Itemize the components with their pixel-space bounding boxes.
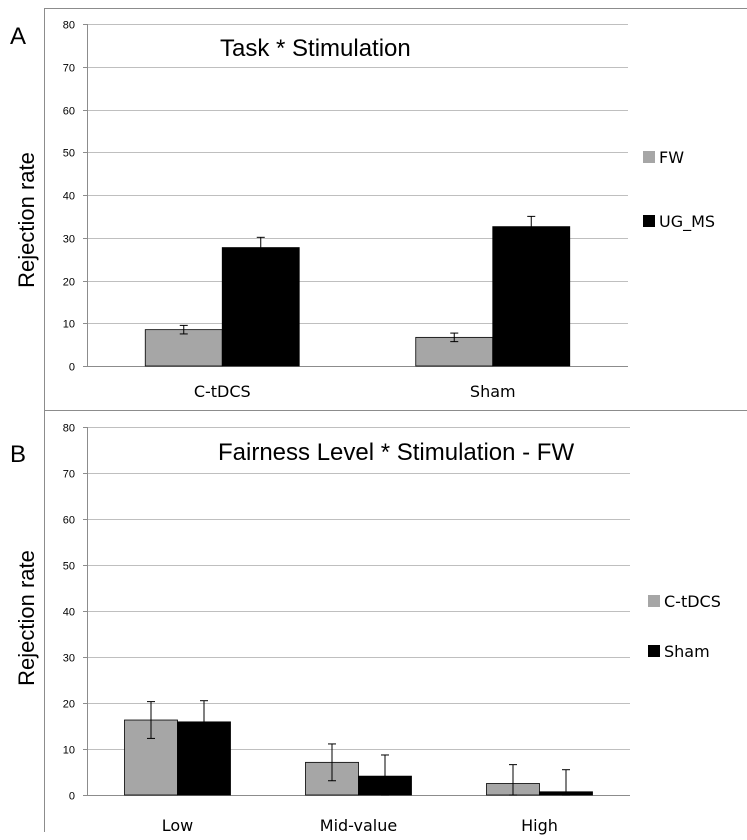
legend-label-sham: Sham: [664, 642, 710, 661]
y-tick-label-30: 30: [63, 653, 75, 665]
panel-frames: [44, 8, 747, 832]
category-label-mid-value: Mid-value: [320, 816, 397, 835]
panel-b-error-bars: [147, 700, 570, 796]
panel-a-category-labels: C-tDCS Sham: [194, 382, 516, 401]
y-tick-label-40: 40: [63, 607, 75, 619]
y-tick-label-10: 10: [63, 319, 75, 331]
y-tick-label-40: 40: [63, 191, 75, 203]
panel-b-yticks: 0 10 20 30 40 50 60 70 80: [63, 423, 88, 803]
panel-a-chart: A Task * Stimulation Rejection rate 0 10 2…: [10, 20, 715, 402]
bar-sham-ug_ms: [492, 226, 571, 367]
panel-b-gridlines: [87, 427, 630, 796]
y-tick-label-0: 0: [69, 791, 75, 803]
legend-swatch-c-tdcs: [648, 595, 660, 607]
y-tick-label-80: 80: [63, 423, 75, 435]
y-tick-label-50: 50: [63, 148, 75, 160]
panel-b-chart: B Fairness Level * Stimulation - FW Reje…: [10, 423, 721, 836]
y-tick-label-20: 20: [63, 277, 75, 289]
panel-a-error-bars: [179, 215, 536, 343]
panel-a-bars: [144, 226, 571, 367]
y-tick-label-20: 20: [63, 699, 75, 711]
panel-b-ylabel: Rejection rate: [14, 550, 39, 686]
bar-c-tdcs-fw: [144, 329, 223, 367]
y-tick-label-80: 80: [63, 20, 75, 32]
panel-a-legend: FW UG_MS: [643, 148, 715, 232]
bar-c-tdcs-ug_ms: [221, 247, 300, 367]
y-tick-label-60: 60: [63, 515, 75, 527]
category-label-low: Low: [162, 816, 194, 835]
y-tick-label-10: 10: [63, 745, 75, 757]
y-tick-label-70: 70: [63, 63, 75, 75]
y-tick-label-0: 0: [69, 362, 75, 374]
y-tick-label-50: 50: [63, 561, 75, 573]
panel-a-label: A: [10, 23, 26, 50]
legend-swatch-sham: [648, 645, 660, 657]
legend-label-c-tdcs: C-tDCS: [664, 592, 721, 611]
panel-b-title: Fairness Level * Stimulation - FW: [218, 439, 574, 466]
y-tick-label-30: 30: [63, 234, 75, 246]
panel-a-ylabel: Rejection rate: [14, 152, 39, 288]
legend-label-ug_ms: UG_MS: [659, 212, 715, 232]
y-tick-label-60: 60: [63, 106, 75, 118]
panel-b-bars: [124, 719, 593, 796]
y-tick-label-70: 70: [63, 469, 75, 481]
category-label-c-tdcs: C-tDCS: [194, 382, 251, 401]
panel-b-label: B: [10, 441, 26, 468]
panel-a-title: Task * Stimulation: [220, 35, 411, 62]
legend-swatch-ug_ms: [643, 215, 655, 227]
legend-label-fw: FW: [659, 148, 684, 167]
panel-b-legend: C-tDCS Sham: [648, 592, 721, 661]
legend-swatch-fw: [643, 151, 655, 163]
category-label-high: High: [521, 816, 558, 835]
panel-a-gridlines: [87, 24, 628, 367]
panel-a-yticks: 0 10 20 30 40 50 60 70 80: [63, 20, 88, 374]
panel-b-category-labels: Low Mid-value High: [162, 816, 558, 835]
category-label-sham: Sham: [470, 382, 516, 401]
